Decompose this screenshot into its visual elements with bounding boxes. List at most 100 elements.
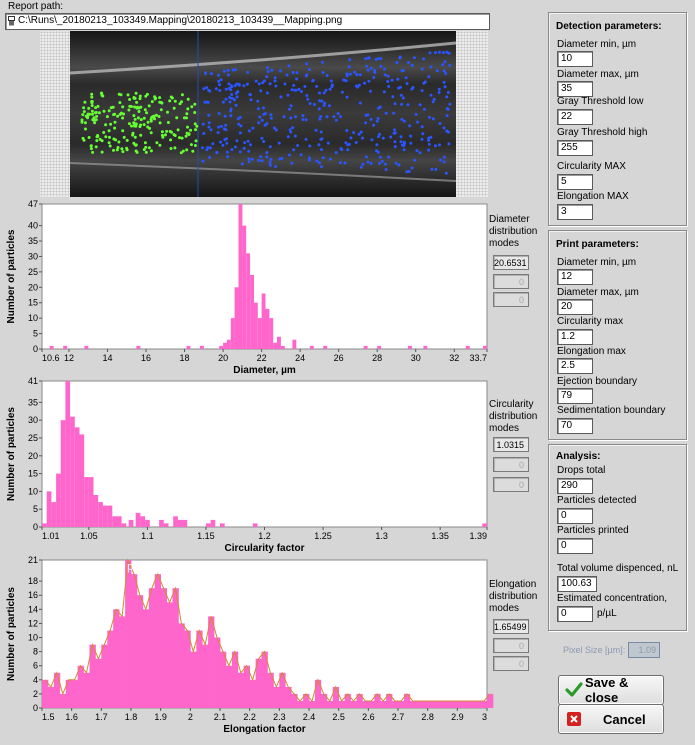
particle-dot-blue: [431, 117, 435, 121]
particle-dot-blue: [273, 79, 277, 83]
particle-dot-green: [102, 131, 106, 134]
particle-dot-blue: [317, 107, 321, 111]
particle-dot-blue: [353, 70, 357, 74]
particle-dot-blue: [336, 112, 340, 116]
particle-dot-green: [94, 145, 98, 149]
particle-dot-blue: [243, 141, 247, 145]
particle-dot-blue: [405, 82, 409, 85]
det-circularity-input[interactable]: 5: [557, 174, 593, 190]
particle-dot-blue: [338, 161, 342, 165]
particle-dot-blue: [224, 123, 228, 127]
det-elongation-input[interactable]: 3: [557, 204, 593, 220]
y-axis-label: Number of particles: [6, 229, 17, 323]
histogram-bar: [320, 693, 328, 708]
det-diameter-max-input[interactable]: 35: [557, 81, 593, 97]
particle-dot-blue: [421, 132, 425, 136]
particle-dot-blue: [420, 67, 424, 71]
histogram-bar: [482, 523, 487, 527]
particle-dot-green: [80, 120, 84, 124]
particle-dot-blue: [289, 116, 293, 120]
particle-dot-blue: [303, 85, 307, 88]
close-icon: [567, 712, 581, 726]
particle-dot-blue: [434, 51, 437, 55]
particle-dot-green: [135, 106, 139, 110]
particle-dot-blue: [299, 153, 303, 157]
det-gray-low-input[interactable]: 22: [557, 109, 593, 125]
histogram-bar: [93, 495, 99, 527]
x-tick-label: 1.9: [154, 712, 167, 722]
particle-dot-green: [93, 111, 97, 115]
particle-dot-blue: [270, 68, 274, 72]
det-gray-low-label: Gray Threshold low: [557, 96, 644, 107]
particle-dot-blue: [334, 151, 338, 155]
particle-dot-blue: [392, 111, 396, 115]
particle-dot-green: [81, 113, 85, 117]
histogram-bar: [173, 516, 178, 527]
particle-dot-blue: [399, 85, 402, 89]
particle-dot-blue: [322, 104, 326, 107]
particle-dot-blue: [422, 107, 426, 111]
particle-dot-green: [121, 150, 125, 154]
particle-dot-green: [95, 139, 99, 143]
particle-dot-blue: [430, 167, 434, 171]
x-tick-label: 2.1: [214, 712, 227, 722]
particle-dot-blue: [365, 64, 369, 68]
tube-edge-bottom: [70, 162, 456, 182]
particle-dot-blue: [265, 122, 269, 126]
particle-dot-blue: [431, 100, 435, 104]
particle-dot-blue: [345, 95, 349, 99]
particle-dot-green: [169, 138, 173, 142]
particles-printed-value: 0: [557, 538, 593, 554]
particle-dot-green: [189, 143, 193, 147]
particle-dot-blue: [242, 84, 246, 88]
particle-dot-green: [193, 122, 197, 126]
particle-dot-blue: [366, 160, 370, 164]
particle-dot-green: [104, 135, 108, 139]
particles-detected-value: 0: [557, 508, 593, 524]
particle-dot-green: [119, 111, 123, 115]
particle-dot-blue: [321, 60, 324, 64]
det-gray-high-input[interactable]: 255: [557, 140, 593, 156]
save-close-button[interactable]: Save & close: [558, 675, 664, 705]
particle-dot-green: [128, 98, 132, 101]
particle-dot-green: [158, 121, 162, 125]
particle-dot-green: [147, 146, 151, 150]
particle-dot-blue: [237, 122, 241, 126]
particle-dot-blue: [364, 155, 368, 159]
pr-sedimentation-input[interactable]: 70: [557, 418, 593, 434]
histogram-bar: [292, 339, 297, 349]
pr-ejection-input[interactable]: 79: [557, 388, 593, 404]
pr-diameter-min-input[interactable]: 12: [557, 269, 593, 285]
histogram-bar: [113, 609, 120, 708]
det-diameter-min-input[interactable]: 10: [557, 51, 593, 67]
particle-dot-blue: [297, 87, 301, 91]
particle-dot-blue: [420, 125, 424, 129]
particle-dot-blue: [366, 68, 370, 72]
particle-dot-green: [127, 122, 131, 126]
particle-dot-green: [105, 115, 109, 119]
histogram-bar: [291, 693, 298, 708]
report-path-field[interactable]: C:\Runs\_20180213_103349.Mapping\2018021…: [5, 13, 490, 30]
pr-elongation-input[interactable]: 2.5: [557, 358, 593, 374]
particle-dot-blue: [268, 82, 272, 86]
particle-dot-blue: [409, 134, 413, 138]
particle-dot-green: [155, 141, 159, 145]
histogram-bar: [249, 679, 256, 708]
histogram-bar: [70, 416, 75, 527]
det-diameter-min-label: Diameter min, µm: [557, 39, 637, 50]
cancel-label: Cancel: [603, 711, 646, 727]
pr-diameter-max-input[interactable]: 20: [557, 299, 593, 315]
particle-dot-blue: [279, 95, 283, 99]
cancel-button[interactable]: Cancel: [558, 704, 664, 734]
pr-circularity-input[interactable]: 1.2: [557, 329, 593, 345]
particle-dot-blue: [329, 79, 333, 83]
particle-dot-blue: [265, 91, 269, 95]
x-tick-label: 2.2: [243, 712, 256, 722]
particle-dot-green: [146, 120, 150, 124]
particle-dot-blue: [422, 57, 426, 61]
particle-dot-blue: [269, 116, 273, 120]
particle-dot-blue: [369, 161, 373, 165]
particle-dot-blue: [434, 144, 437, 148]
pr-sedimentation-label: Sedimentation boundary: [557, 405, 666, 416]
particle-dot-blue: [226, 73, 230, 77]
